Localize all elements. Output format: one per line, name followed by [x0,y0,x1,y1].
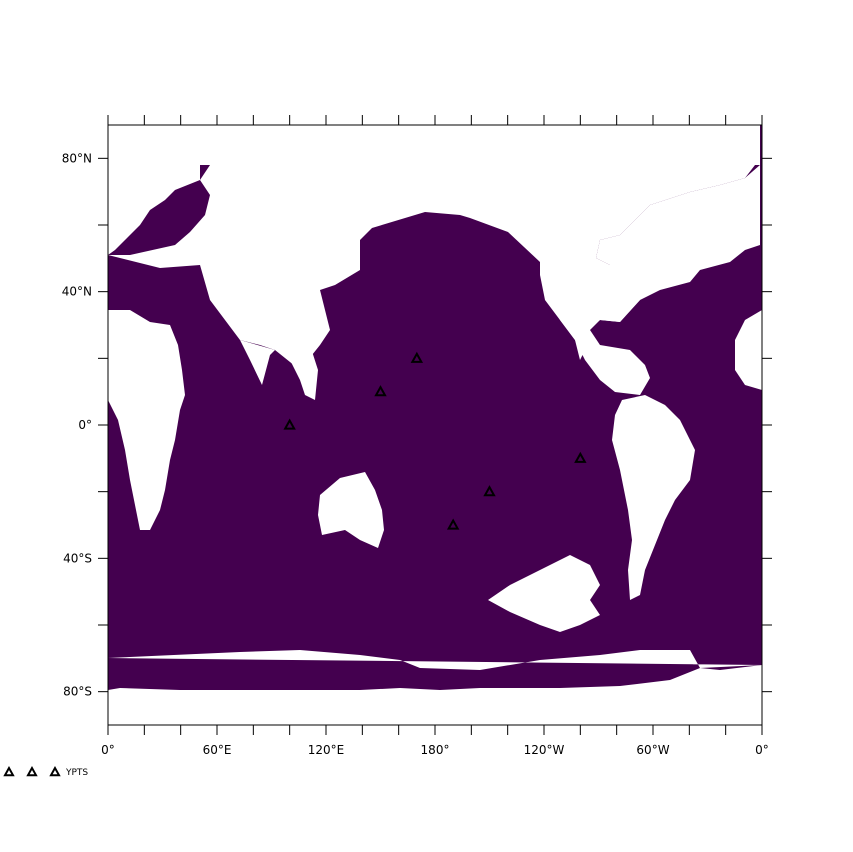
legend: YPTS [3,765,88,778]
land-south-america [612,395,695,600]
land-east-edge [735,310,762,390]
y-tick-label: 80°N [62,151,92,165]
triangle-outline-icon [410,351,424,363]
triangle-outline-icon [374,385,387,397]
land-africa [108,310,185,530]
triangle-outline-icon [3,765,15,777]
land-southern-islands [488,555,600,632]
legend-label: YPTS [65,768,88,778]
land-antarctica-south [108,690,762,725]
axis-ticks: 0° 60°E 120°E 180° 120°W 60°W 0° 80°N 40°N 0° 40°S… [62,115,772,757]
x-tick-label: 60°W [636,743,669,757]
triangle-outline-icon [574,451,587,463]
land-sea-asia [290,340,318,400]
land-masses [108,125,762,725]
x-tick-label: 120°E [308,743,345,757]
triangle-outline-icon [483,485,496,497]
x-tick-label: 0° [755,743,769,757]
x-tick-label: 120°W [524,743,565,757]
y-tick-label: 40°N [62,285,92,299]
land-india [240,340,275,385]
y-tick-label: 0° [78,418,92,432]
land-north-america [540,165,760,395]
land-australia [318,472,384,548]
triangle-outline-icon [283,418,296,430]
triangle-outline-icon [49,765,61,777]
y-tick-label: 80°S [63,685,92,699]
triangle-outline-icon [446,518,460,530]
station-markers [283,351,587,530]
x-tick-label: 0° [101,743,115,757]
triangle-outline-icon [26,765,38,777]
land-scandinavia [108,165,200,255]
x-tick-label: 60°E [203,743,232,757]
map-plot-area: 0° 60°E 120°E 180° 120°W 60°W 0° 80°N 40°N 0° 40°S… [62,115,772,757]
y-tick-label: 40°S [63,551,92,565]
x-tick-label: 180° [421,743,450,757]
legend-markers [3,765,61,777]
